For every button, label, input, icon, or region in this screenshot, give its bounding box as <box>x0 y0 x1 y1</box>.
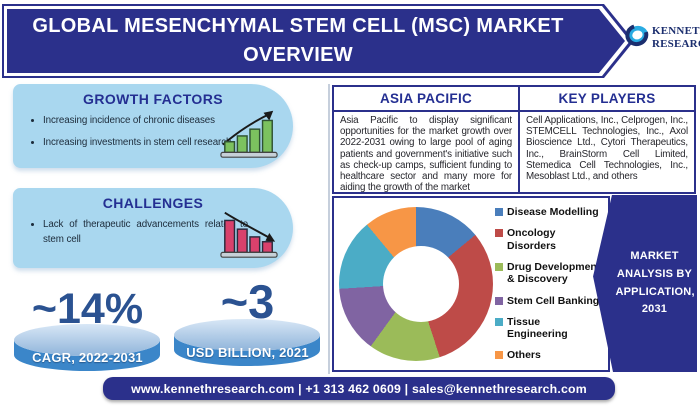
challenges-section: CHALLENGES Lack of therapeutic advanceme… <box>13 188 293 268</box>
legend-label: Stem Cell Banking <box>507 294 600 307</box>
donut-chart <box>339 207 493 361</box>
stat-value: ~3 <box>220 275 275 328</box>
stat-cagr: ~14% CAGR, 2022-2031 <box>10 283 165 379</box>
brand-name-line1: KENNETH <box>652 25 700 38</box>
legend-item: Tissue Engineering <box>495 316 609 341</box>
growth-factors-list: Increasing incidence of chronic diseases… <box>13 113 248 150</box>
donut-hole <box>383 246 459 322</box>
stat-label: USD BILLION, 2021 <box>186 345 309 360</box>
legend-label: Drug Development & Discovery <box>507 260 601 286</box>
region-players-table: ASIA PACIFIC KEY PLAYERS Asia Pacific to… <box>332 85 696 194</box>
header-banner: GLOBAL MESENCHYMAL STEM CELL (MSC) MARKE… <box>7 9 625 73</box>
legend-swatch <box>495 351 503 360</box>
legend-swatch <box>495 262 503 271</box>
asia-pacific-body: Asia Pacific to display significant oppo… <box>334 112 520 192</box>
list-item: Increasing investments in stem cell rese… <box>43 135 248 150</box>
brand-name-line2: RESEARCH <box>652 38 700 50</box>
falling-bar-chart-icon <box>219 208 279 265</box>
brand-logo: KENNETH RESEARCH <box>624 22 700 54</box>
chart-title: MARKET ANALYSIS BY APPLICATION, 2031 <box>615 250 695 316</box>
asia-pacific-header: ASIA PACIFIC <box>334 87 520 112</box>
legend-swatch <box>495 229 503 238</box>
legend-label: Oncology Disorders <box>507 227 557 252</box>
legend-swatch <box>495 317 503 326</box>
challenges-list: Lack of therapeutic advancements related… <box>13 217 248 247</box>
list-item: Increasing incidence of chronic diseases <box>43 113 248 128</box>
stat-label: CAGR, 2022-2031 <box>32 350 143 365</box>
legend-swatch <box>495 296 503 305</box>
stat-market-size: ~3 USD BILLION, 2021 <box>170 275 325 374</box>
stat-value: ~14% <box>31 285 144 333</box>
rising-bar-chart-icon <box>219 108 279 165</box>
application-chart-panel: Disease Modelling Oncology Disorders Dru… <box>332 196 610 372</box>
legend-label: Others <box>507 349 541 362</box>
page-title: GLOBAL MESENCHYMAL STEM CELL (MSC) MARKE… <box>32 15 564 66</box>
legend-item: Stem Cell Banking <box>495 295 609 308</box>
legend-item: Drug Development & Discovery <box>495 261 609 286</box>
kenneth-research-logo-icon <box>624 22 650 54</box>
legend-item: Oncology Disorders <box>495 227 609 252</box>
list-item: Lack of therapeutic advancements related… <box>43 217 248 247</box>
legend-label: Disease Modelling <box>507 206 599 218</box>
legend-label: Tissue Engineering <box>507 315 568 341</box>
growth-factors-title: GROWTH FACTORS <box>83 91 223 107</box>
disc-cylinder-icon <box>171 311 323 374</box>
market-analysis-banner: MARKET ANALYSIS BY APPLICATION, 2031 <box>593 195 697 372</box>
footer-bar: www.kennethresearch.com | +1 313 462 060… <box>103 377 615 400</box>
chart-legend: Disease Modelling Oncology Disorders Dru… <box>495 206 609 362</box>
growth-factors-section: GROWTH FACTORS Increasing incidence of c… <box>13 84 293 168</box>
legend-swatch <box>495 208 503 216</box>
footer-contact-text: www.kennethresearch.com | +1 313 462 060… <box>131 381 587 396</box>
brand-name: KENNETH RESEARCH <box>652 25 700 50</box>
challenges-title: CHALLENGES <box>102 195 204 211</box>
key-players-body: Cell Applications, Inc., Celprogen, Inc.… <box>526 115 688 183</box>
key-players-header: KEY PLAYERS <box>520 87 694 112</box>
column-divider <box>328 84 330 374</box>
legend-item: Others <box>495 349 609 362</box>
legend-item: Disease Modelling <box>495 206 609 219</box>
disc-cylinder-icon <box>11 316 163 379</box>
